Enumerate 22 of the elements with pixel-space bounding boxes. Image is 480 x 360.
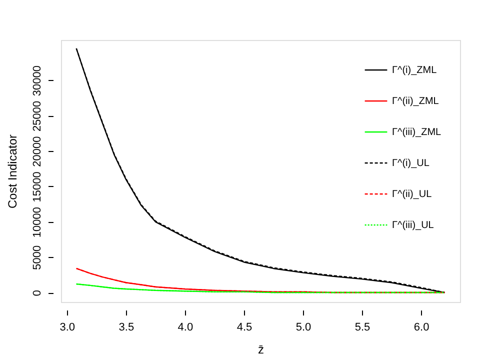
- y-tick-label: 20000: [32, 136, 44, 167]
- y-tick-label: 5000: [32, 245, 44, 270]
- y-tick-label: 10000: [32, 206, 44, 238]
- legend-label: Γ^(ii)_UL: [392, 189, 432, 200]
- y-tick-label: 0: [32, 290, 44, 296]
- x-tick-label: 5.5: [354, 322, 370, 334]
- x-axis-title: z̄: [258, 342, 264, 356]
- legend-label: Γ^(i)_ZML: [392, 65, 438, 76]
- y-axis-title: Cost Indicator: [6, 134, 20, 209]
- x-tick-label: 4.0: [178, 322, 194, 334]
- x-tick-label: 3.5: [118, 322, 134, 334]
- legend-label: Γ^(iii)_ZML: [392, 127, 442, 138]
- legend-label: Γ^(i)_UL: [392, 158, 430, 169]
- y-tick-label: 25000: [32, 100, 44, 132]
- legend-label: Γ^(ii)_ZML: [392, 96, 440, 107]
- x-tick-label: 4.5: [236, 322, 252, 334]
- y-tick-label: 15000: [32, 172, 44, 202]
- x-tick-label: 3.0: [60, 322, 76, 334]
- y-tick-label: 30000: [32, 66, 44, 96]
- legend-label: Γ^(iii)_UL: [392, 220, 434, 231]
- x-tick-label: 6.0: [414, 322, 430, 334]
- x-tick-label: 5.0: [296, 322, 312, 334]
